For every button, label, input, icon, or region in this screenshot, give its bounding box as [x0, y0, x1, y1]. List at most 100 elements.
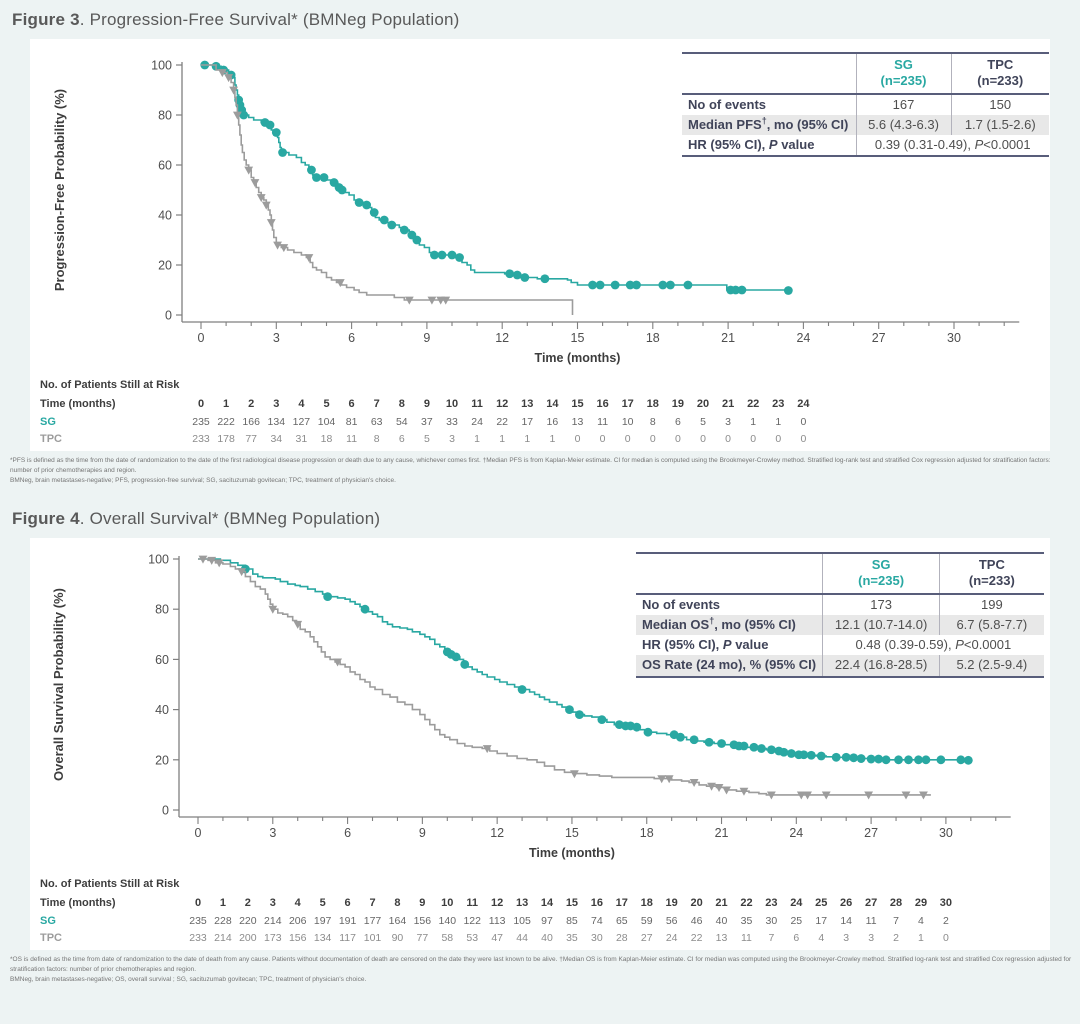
censor-mark-sg: [799, 750, 809, 760]
x-axis-title: Time (months): [529, 846, 615, 860]
at-risk-time-value: 20: [697, 398, 709, 410]
at-risk-time-value: 23: [765, 897, 777, 909]
at-risk-tpc-value: 0: [943, 932, 949, 944]
at-risk-sg-value: 33: [446, 416, 458, 428]
at-risk-tpc-value: 233: [192, 433, 210, 445]
censor-mark-sg: [737, 285, 747, 295]
x-tick-label: 18: [646, 331, 660, 345]
at-risk-time-value: 3: [273, 398, 279, 410]
at-risk-sg-value: 46: [691, 915, 703, 927]
censor-mark-sg: [337, 185, 347, 195]
x-tick-label: 15: [571, 331, 585, 345]
at-risk-time-value: 14: [546, 398, 559, 410]
x-tick-label: 12: [490, 826, 504, 840]
censor-mark-sg: [874, 754, 883, 764]
at-risk-tpc-value: 6: [399, 433, 405, 445]
censor-mark-tpc: [333, 658, 343, 667]
y-axis-title: Overall Survival Probability (%): [51, 588, 66, 781]
at-risk-sg-value: 22: [496, 416, 508, 428]
at-risk-tpc-value: 27: [641, 932, 653, 944]
at-risk-sg-value: 81: [346, 416, 358, 428]
at-risk-time-value: 28: [890, 897, 902, 909]
x-tick-label: 27: [864, 826, 878, 840]
censor-mark-sg: [430, 250, 439, 260]
censor-mark-tpc: [256, 194, 266, 203]
stats-empty-header: [682, 53, 856, 95]
figure3-footnote-abbreviations: BMNeg, brain metastases-negative; PFS, p…: [10, 477, 396, 485]
x-tick-label: 6: [344, 826, 351, 840]
censor-mark-sg: [437, 250, 447, 260]
at-risk-time-value: 17: [616, 897, 628, 909]
censor-mark-sg: [881, 755, 891, 765]
censor-mark-sg: [575, 710, 584, 720]
censor-mark-sg: [849, 753, 859, 763]
censor-mark-sg: [936, 755, 946, 765]
censor-mark-sg: [540, 274, 550, 284]
at-risk-time-value: 17: [622, 398, 634, 410]
figure4-footnote: *OS is defined as the time from date of …: [10, 955, 1072, 985]
at-risk-title: No. of Patients Still at Risk: [40, 878, 180, 890]
at-risk-sg-value: 24: [471, 416, 483, 428]
censor-mark-tpc: [250, 179, 260, 188]
at-risk-time-value: 12: [491, 897, 503, 909]
censor-mark-sg: [595, 280, 605, 290]
censor-mark-sg: [841, 753, 851, 762]
x-tick-label: 9: [423, 331, 430, 345]
at-risk-sg-value: 8: [650, 416, 656, 428]
censor-mark-sg: [597, 715, 607, 725]
censor-mark-tpc: [441, 296, 451, 305]
at-risk-time-value: 15: [571, 398, 583, 410]
censor-mark-sg: [816, 751, 826, 761]
censor-mark-sg: [704, 738, 714, 747]
at-risk-sg-value: 4: [918, 915, 924, 927]
censor-mark-sg: [512, 270, 522, 280]
censor-mark-sg: [455, 253, 464, 262]
censor-mark-sg: [632, 722, 642, 732]
at-risk-tpc-value: 173: [264, 932, 282, 944]
at-risk-time-value: 3: [270, 897, 276, 909]
at-risk-time-value: 15: [566, 897, 578, 909]
censor-mark-sg: [520, 273, 530, 282]
x-tick-label: 9: [419, 826, 426, 840]
censor-mark-tpc: [919, 791, 928, 800]
censor-mark-tpc: [901, 791, 911, 800]
censor-mark-sg: [806, 751, 816, 760]
at-risk-tpc-label: TPC: [40, 932, 62, 944]
at-risk-time-value: 30: [940, 897, 952, 909]
x-tick-label: 24: [796, 331, 810, 345]
at-risk-tpc-value: 31: [296, 433, 308, 445]
at-risk-tpc-value: 156: [289, 932, 307, 944]
at-risk-sg-value: 228: [214, 915, 232, 927]
x-tick-label: 0: [195, 826, 202, 840]
at-risk-sg-value: 74: [591, 915, 603, 927]
at-risk-tpc-value: 214: [214, 932, 232, 944]
y-tick-label: 100: [148, 553, 169, 567]
censor-mark-sg: [904, 755, 913, 765]
at-risk-sg-value: 122: [463, 915, 481, 927]
censor-mark-sg: [717, 739, 726, 749]
y-tick-label: 20: [155, 753, 169, 767]
censor-mark-sg: [766, 745, 776, 755]
figure3-chart-panel: 0 20 40 60 80 100 0 3 6 9 12 15 18 21 24 27 30 Time (mont…: [30, 39, 1050, 451]
at-risk-tpc-value: 47: [491, 932, 503, 944]
at-risk-sg-label: SG: [40, 416, 56, 428]
at-risk-sg-value: 5: [700, 416, 706, 428]
censor-mark-tpc: [427, 296, 437, 305]
at-risk-tpc-value: 8: [374, 433, 380, 445]
censor-mark-sg: [239, 110, 249, 120]
at-risk-tpc-value: 178: [217, 433, 235, 445]
at-risk-tpc-value: 11: [741, 932, 752, 944]
censor-mark-sg: [914, 755, 923, 765]
at-risk-tpc-value: 90: [392, 932, 404, 944]
at-risk-time-value: 25: [815, 897, 827, 909]
at-risk-time-value: 2: [245, 897, 251, 909]
at-risk-sg-value: 37: [421, 416, 433, 428]
stats-tpc-header: TPC (n=233): [950, 53, 1049, 95]
at-risk-sg-value: 197: [314, 915, 332, 927]
at-risk-sg-value: 40: [716, 915, 728, 927]
at-risk-time-value: 9: [419, 897, 425, 909]
censor-mark-sg: [278, 148, 287, 157]
at-risk-tpc-value: 134: [314, 932, 332, 944]
censor-mark-sg: [610, 280, 620, 290]
censor-mark-sg: [831, 753, 841, 762]
